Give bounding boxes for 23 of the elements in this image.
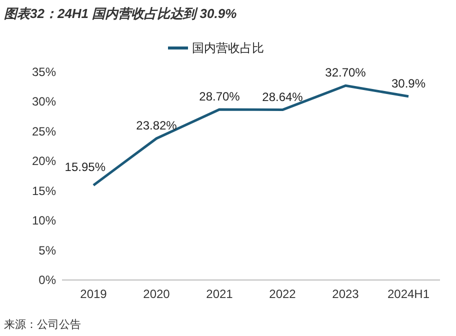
data-label: 32.70% bbox=[325, 66, 366, 80]
data-label: 28.64% bbox=[262, 90, 303, 104]
annotation: 来源：公司公告 bbox=[4, 319, 81, 331]
legend-text: 国内营收占比 bbox=[192, 41, 264, 55]
ytick: 10% bbox=[32, 214, 56, 228]
ytick: 30% bbox=[32, 94, 56, 109]
title: 图表32：24H1 国内营收占比达到 30.9% bbox=[4, 6, 237, 21]
xtick: 2020 bbox=[143, 287, 170, 301]
ytick: 0% bbox=[38, 273, 56, 287]
xtick: 2021 bbox=[206, 287, 233, 301]
data-label: 15.95% bbox=[64, 160, 106, 174]
data-label: 28.70% bbox=[199, 89, 240, 104]
ytick: 20% bbox=[32, 154, 56, 168]
xtick: 2023 bbox=[332, 287, 359, 301]
ytick: 35% bbox=[32, 65, 56, 79]
xtick: 2019 bbox=[80, 287, 107, 301]
ytick: 5% bbox=[38, 243, 56, 258]
xtick: 2022 bbox=[269, 287, 296, 301]
ytick: 15% bbox=[32, 184, 56, 198]
data-label: 30.9% bbox=[391, 76, 426, 90]
xtick: 2024H1 bbox=[387, 287, 430, 301]
ytick: 25% bbox=[32, 124, 56, 138]
data-label: 23.82% bbox=[136, 118, 177, 132]
